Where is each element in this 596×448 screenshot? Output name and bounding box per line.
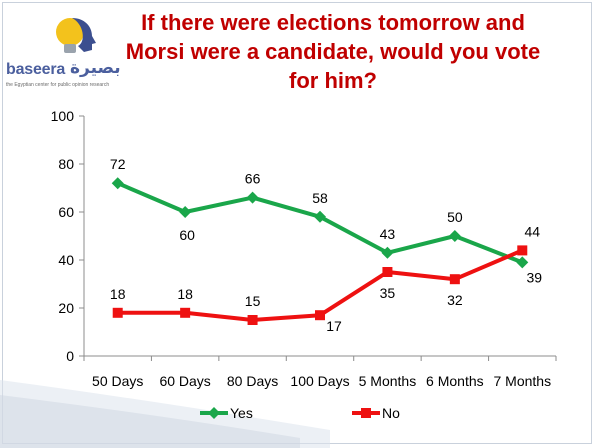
data-label-no: 32 xyxy=(447,292,463,308)
logo-wordmark-arabic: بصيرة xyxy=(70,58,121,78)
data-label-yes: 58 xyxy=(312,190,328,206)
data-label-yes: 66 xyxy=(245,171,261,187)
data-label-yes: 39 xyxy=(526,269,542,285)
logo-wordmark: baseera xyxy=(6,61,66,78)
data-point-no xyxy=(112,307,123,318)
lightbulb-head-icon xyxy=(56,18,96,53)
data-label-no: 17 xyxy=(326,318,342,334)
data-point-no xyxy=(315,310,325,321)
legend-marker-no xyxy=(361,408,371,418)
data-point-no xyxy=(449,274,460,285)
data-point-no xyxy=(517,245,528,256)
legend-marker-yes xyxy=(208,407,220,419)
data-point-yes xyxy=(314,210,326,223)
data-label-no: 15 xyxy=(245,293,261,309)
legend-label-yes: Yes xyxy=(230,405,253,421)
data-label-yes: 50 xyxy=(447,209,463,225)
data-label-yes: 72 xyxy=(110,156,126,172)
x-tick-label: 100 Days xyxy=(290,373,349,389)
x-tick-label: 50 Days xyxy=(92,373,143,389)
data-point-yes xyxy=(448,230,461,242)
data-point-no xyxy=(247,315,258,325)
legend-label-no: No xyxy=(382,405,400,421)
data-point-yes xyxy=(111,177,124,190)
data-label-no: 18 xyxy=(177,286,193,302)
y-tick-label: 0 xyxy=(66,348,74,364)
data-label-no: 18 xyxy=(110,286,126,302)
data-label-no: 35 xyxy=(380,285,396,301)
x-tick-label: 60 Days xyxy=(159,373,210,389)
data-point-no xyxy=(382,267,393,277)
x-tick-label: 80 Days xyxy=(227,373,278,389)
y-tick-label: 100 xyxy=(51,108,75,124)
data-point-no xyxy=(180,307,191,318)
x-tick-label: 6 Months xyxy=(426,373,484,389)
data-point-yes xyxy=(381,246,394,259)
x-tick-label: 5 Months xyxy=(359,373,417,389)
y-tick-label: 80 xyxy=(58,156,74,172)
baseera-logo: baseera بصيرة the Egyptian center for pu… xyxy=(6,16,121,92)
decorative-swoosh xyxy=(0,380,330,448)
chart-title: If there were elections tomorrow and Mor… xyxy=(125,10,541,93)
data-point-yes xyxy=(179,206,192,218)
logo-tagline: the Egyptian center for public opinion r… xyxy=(6,82,110,88)
data-point-yes xyxy=(516,256,529,269)
y-tick-label: 40 xyxy=(58,252,74,268)
y-tick-label: 20 xyxy=(58,300,74,316)
data-label-yes: 60 xyxy=(179,227,195,243)
data-point-yes xyxy=(246,191,259,204)
y-tick-label: 60 xyxy=(58,204,74,220)
data-label-yes: 43 xyxy=(380,226,396,242)
x-tick-label: 7 Months xyxy=(493,373,551,389)
data-label-no: 44 xyxy=(524,223,540,239)
